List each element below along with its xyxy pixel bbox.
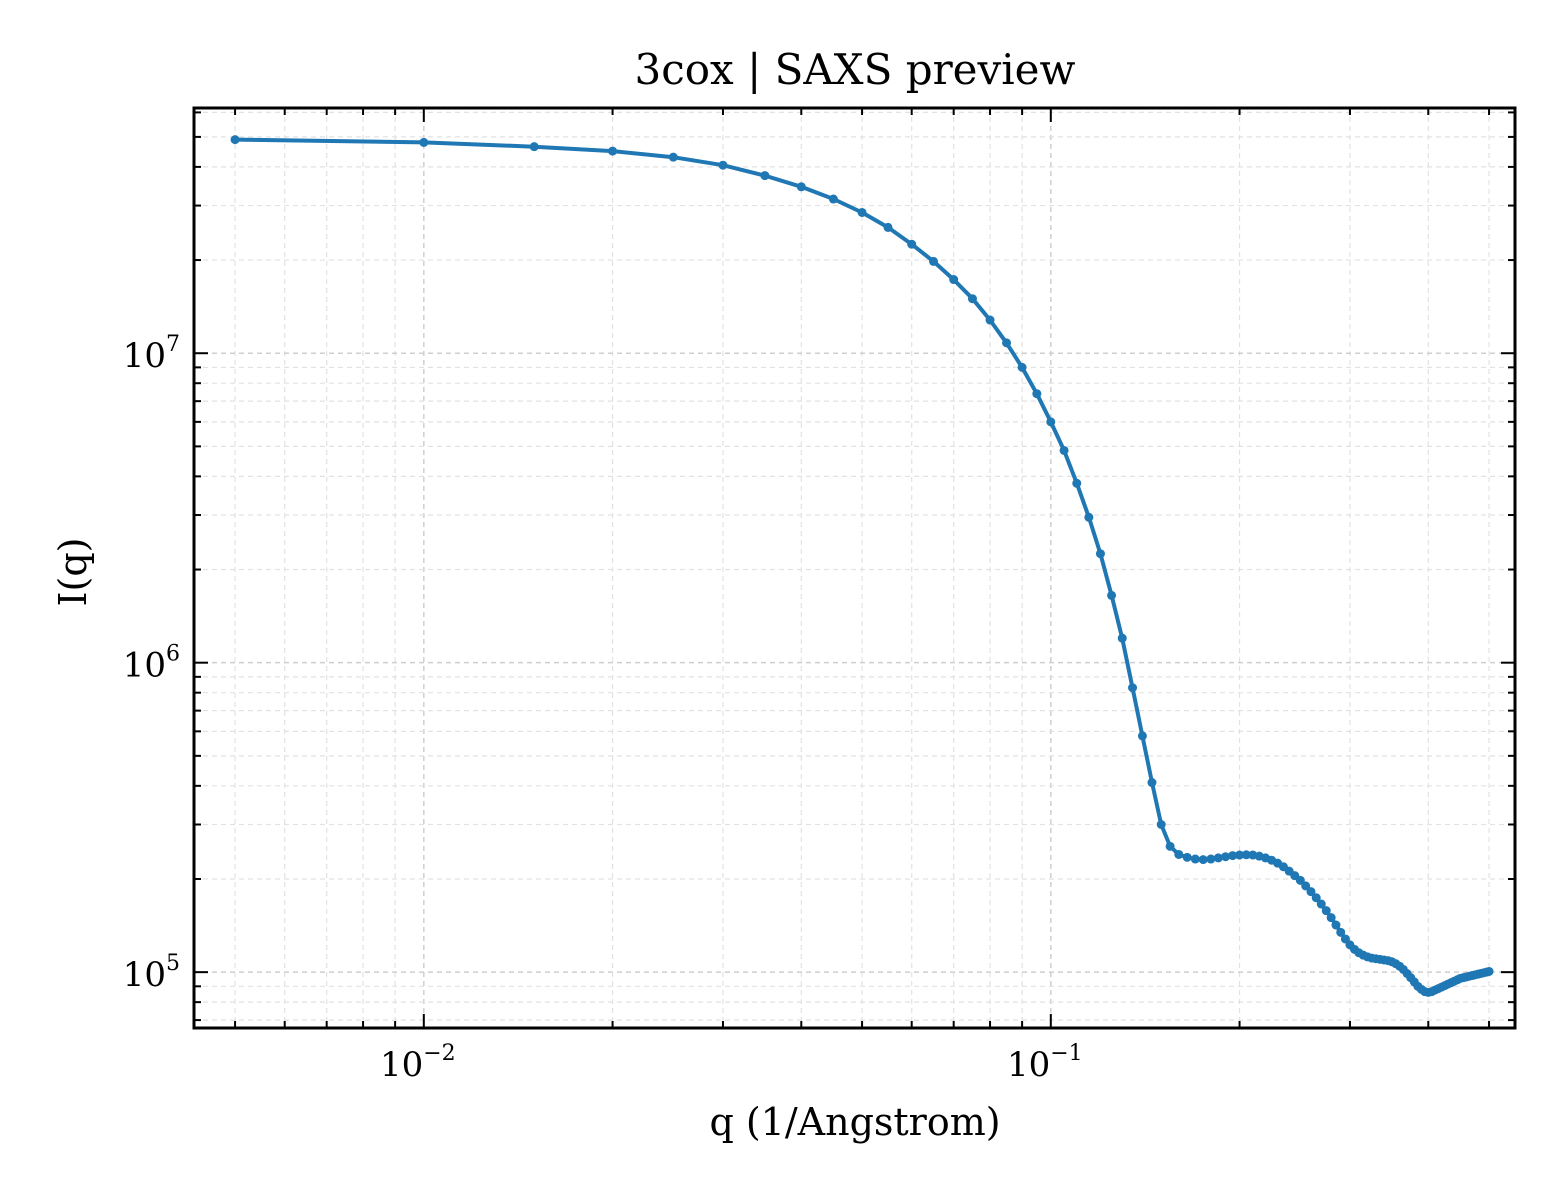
data-point	[1107, 590, 1117, 600]
y-tick-label: 105	[123, 951, 180, 995]
data-point	[1311, 893, 1321, 903]
data-point	[1221, 852, 1231, 862]
series-group	[230, 135, 1494, 997]
data-point	[907, 239, 917, 249]
data-point	[1213, 853, 1223, 863]
data-point	[1156, 820, 1166, 830]
data-point	[1032, 389, 1042, 399]
data-point	[985, 315, 995, 325]
data-point	[1306, 887, 1316, 897]
data-point	[1484, 966, 1494, 976]
data-point	[828, 194, 838, 204]
data-point	[1321, 906, 1331, 916]
data-point	[1331, 920, 1341, 930]
data-point	[1002, 338, 1012, 348]
y-tick-label: 106	[123, 642, 180, 686]
axis-ticks	[194, 108, 1515, 1028]
data-point	[1059, 445, 1069, 455]
data-point	[1190, 854, 1200, 864]
data-point	[1084, 512, 1094, 522]
data-point	[1336, 927, 1346, 937]
y-axis-label: I(q)	[51, 538, 95, 607]
data-point	[1095, 549, 1105, 559]
data-point	[1165, 841, 1175, 851]
data-point	[1046, 417, 1056, 427]
tick-labels: 10−2 10−1 105 106 107	[123, 332, 1083, 1085]
data-point	[1326, 913, 1336, 923]
data-point	[883, 222, 893, 232]
data-point	[608, 146, 618, 156]
data-point	[967, 294, 977, 304]
data-point	[668, 152, 678, 162]
data-point	[230, 135, 240, 145]
data-point	[1128, 683, 1138, 693]
data-point	[1072, 478, 1082, 488]
data-point	[1316, 899, 1326, 909]
data-point	[718, 160, 728, 170]
data-point	[1147, 778, 1157, 788]
data-point	[1182, 852, 1192, 862]
data-point	[1174, 849, 1184, 859]
x-tick-label: 10−1	[1007, 1041, 1083, 1085]
data-point	[1137, 731, 1147, 741]
data-point	[1228, 851, 1238, 861]
data-point	[928, 256, 938, 266]
data-point	[760, 171, 770, 181]
y-tick-label: 107	[123, 332, 180, 376]
data-point	[1241, 850, 1251, 860]
grid	[194, 108, 1515, 1028]
data-point	[1117, 633, 1127, 643]
data-point	[1017, 362, 1027, 372]
data-point	[949, 275, 959, 285]
chart-title: 3cox | SAXS preview	[635, 45, 1076, 94]
data-point	[857, 207, 867, 217]
data-point	[1198, 855, 1208, 865]
data-point	[529, 142, 539, 152]
data-point	[1301, 881, 1311, 891]
x-axis-label: q (1/Angstrom)	[709, 1100, 1000, 1144]
data-point	[1235, 850, 1245, 860]
data-point	[796, 182, 806, 192]
data-point	[1295, 875, 1305, 885]
data-point	[1206, 854, 1216, 864]
x-tick-label: 10−2	[380, 1041, 456, 1085]
plot-area-frame	[192, 106, 1517, 1030]
data-point	[419, 137, 429, 147]
